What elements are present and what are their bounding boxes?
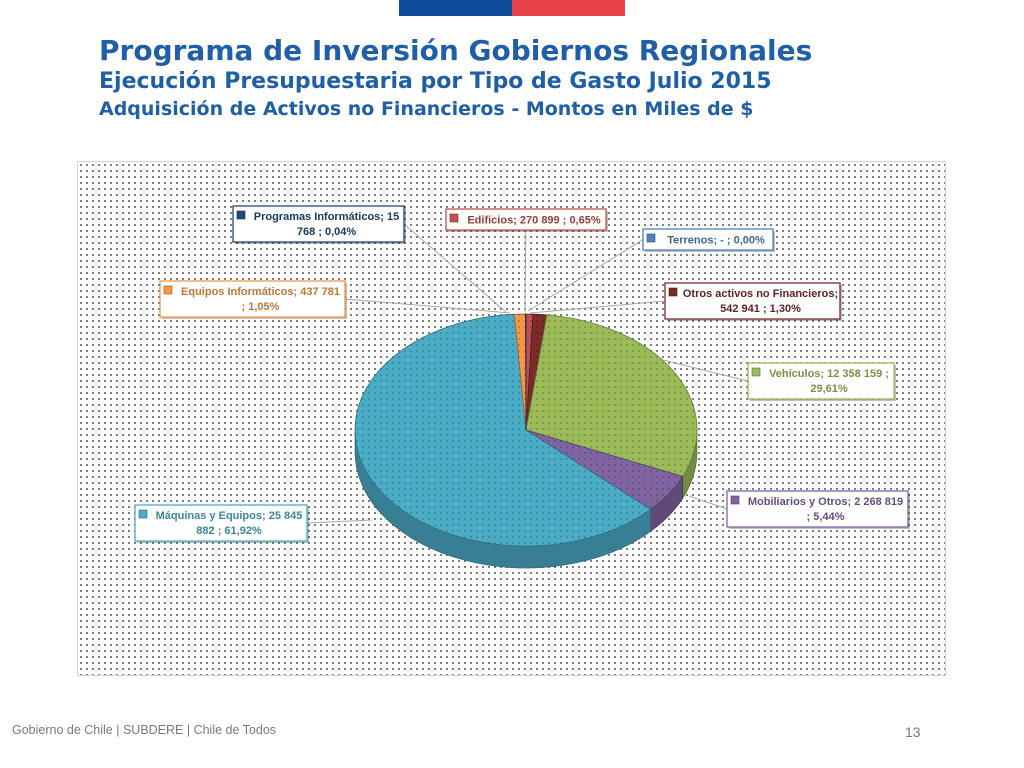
leader-line-terrenos — [527, 239, 644, 312]
pie-slice-texture-vehiculos — [526, 314, 698, 477]
data-label-text-otros-activos-no-financieros: Otros activos no Financieros; — [683, 288, 838, 300]
data-label-text-mobiliarios-y-otros: ; 5,44% — [807, 511, 845, 523]
legend-key-equipos-informaticos — [163, 285, 173, 295]
leader-line-programas-informaticos — [403, 223, 507, 313]
data-label-box-mobiliarios-y-otros — [726, 490, 909, 528]
leader-line-otros-activos-no-financieros — [529, 300, 666, 314]
data-label-text-otros-activos-no-financieros: 542 941 ; 1,30% — [720, 303, 801, 315]
data-label-text-vehiculos: Vehículos; 12 358 159 ; — [769, 368, 889, 380]
legend-key-programas-informaticos — [236, 210, 246, 220]
data-label-box-edificios — [445, 208, 607, 231]
legend-key-maquinas-y-equipos — [138, 509, 148, 519]
slide-subtitle-2: Adquisición de Activos no Financieros - … — [99, 98, 754, 120]
data-label-box-vehiculos — [747, 362, 895, 400]
pie-slice-texture-equipos-informaticos — [514, 314, 526, 430]
data-label-terrenos: Terrenos; - ; 0,00% — [642, 228, 775, 252]
flag-stripe-red — [512, 0, 625, 16]
data-label-edificios: Edificios; 270 899 ; 0,65% — [445, 208, 608, 232]
data-label-text-programas-informaticos: 768 ; 0,04% — [297, 226, 357, 238]
data-label-box-programas-informaticos — [232, 205, 405, 243]
data-label-equipos-informaticos: Equipos Informáticos; 437 781 ; 1,05% — [159, 280, 347, 319]
legend-key-otros-activos-no-financieros — [668, 287, 678, 297]
data-label-text-maquinas-y-equipos: 882 ; 61,92% — [196, 525, 262, 537]
data-label-text-programas-informaticos: Programas Informáticos; 15 — [254, 211, 400, 223]
data-label-text-vehiculos: 29,61% — [810, 383, 848, 395]
data-label-otros-activos-no-financieros: Otros activos no Financieros; 542 941 ; 1… — [664, 282, 842, 321]
leader-line-vehiculos — [662, 359, 749, 382]
slide-subtitle: Ejecución Presupuestaria por Tipo de Gas… — [99, 69, 772, 94]
data-label-programas-informaticos: Programas Informáticos; 15 768 ; 0,04% — [232, 205, 406, 244]
data-label-box-equipos-informaticos — [159, 280, 346, 318]
data-label-box-terrenos — [642, 228, 774, 251]
leader-line-mobiliarios-y-otros — [688, 495, 728, 510]
leader-line-edificios — [524, 219, 527, 313]
data-label-text-equipos-informaticos: ; 1,05% — [242, 301, 280, 313]
leader-line-maquinas-y-equipos — [306, 519, 373, 524]
legend-key-mobiliarios-y-otros — [730, 495, 740, 505]
footer-text: Gobierno de Chile | SUBDERE | Chile de T… — [12, 723, 277, 737]
legend-key-edificios — [449, 213, 459, 223]
leader-line-equipos-informaticos — [344, 298, 511, 314]
data-label-text-mobiliarios-y-otros: Mobiliarios y Otros; 2 268 819 — [748, 496, 903, 508]
data-label-text-edificios: Edificios; 270 899 ; 0,65% — [467, 215, 601, 227]
data-label-maquinas-y-equipos: Máquinas y Equipos; 25 845 882 ; 61,92% — [134, 504, 309, 543]
data-label-vehiculos: Vehículos; 12 358 159 ; 29,61% — [747, 362, 896, 401]
data-label-mobiliarios-y-otros: Mobiliarios y Otros; 2 268 819 ; 5,44% — [726, 490, 910, 529]
flag-stripe-blue — [399, 0, 512, 16]
legend-key-terrenos — [646, 233, 656, 243]
page-number: 13 — [905, 724, 921, 740]
data-label-text-terrenos: Terrenos; - ; 0,00% — [667, 235, 765, 247]
data-label-text-maquinas-y-equipos: Máquinas y Equipos; 25 845 — [156, 510, 303, 522]
legend-key-vehiculos — [751, 367, 761, 377]
data-label-box-otros-activos-no-financieros — [664, 282, 841, 320]
data-label-text-equipos-informaticos: Equipos Informáticos; 437 781 — [181, 286, 340, 298]
slide-title: Programa de Inversión Gobiernos Regional… — [99, 34, 813, 67]
data-label-box-maquinas-y-equipos — [134, 504, 308, 542]
pie-slice-texture-mobiliarios-y-otros — [526, 430, 683, 510]
title-block: Programa de Inversión Gobiernos Regional… — [99, 34, 812, 122]
pie-slice-texture-maquinas-y-equipos — [354, 314, 651, 546]
